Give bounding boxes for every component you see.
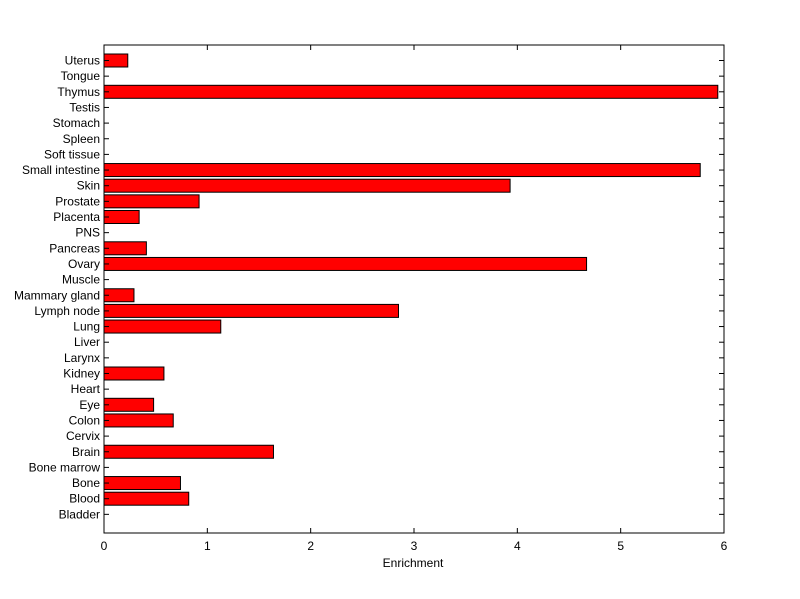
y-tick-label: Muscle: [62, 273, 100, 287]
x-tick-label: 6: [721, 539, 728, 553]
x-tick-label: 2: [307, 539, 314, 553]
x-axis-label: Enrichment: [383, 556, 444, 570]
y-tick-label: PNS: [75, 226, 100, 240]
bar-blood: [103, 491, 190, 506]
y-tick-label: Pancreas: [49, 241, 100, 255]
bar-colon: [103, 413, 174, 428]
y-tick-label: Prostate: [55, 194, 100, 208]
y-tick-label: Lymph node: [34, 304, 100, 318]
y-tick-label: Tongue: [61, 69, 101, 83]
x-tick-label: 0: [101, 539, 108, 553]
bar-placenta: [103, 210, 140, 224]
y-tick-label: Eye: [79, 398, 100, 412]
y-tick-label: Bone: [72, 476, 100, 490]
x-axis: 0 1 2 3 4 5 6: [101, 45, 728, 553]
bar-brain: [103, 444, 274, 459]
bar-kidney: [103, 366, 165, 381]
y-tick-label: Larynx: [64, 351, 100, 365]
bar-eye: [103, 397, 155, 412]
x-tick-label: 1: [204, 539, 211, 553]
bar-pancreas: [103, 241, 147, 256]
bar-thymus: [103, 84, 719, 99]
y-tick-label: Cervix: [66, 429, 100, 443]
y-tick-label: Brain: [72, 445, 100, 459]
y-tick-label: Ovary: [68, 257, 100, 271]
y-tick-label: Colon: [69, 413, 100, 427]
y-tick-label: Soft tissue: [44, 147, 100, 161]
plot-area: [104, 45, 724, 533]
y-tick-label: Placenta: [53, 210, 100, 224]
y-tick-label: Bladder: [59, 507, 100, 521]
bar-prostate: [103, 194, 200, 209]
y-tick-label: Spleen: [63, 132, 100, 146]
y-tick-label: Lung: [73, 320, 100, 334]
y-tick-label: Testis: [69, 100, 100, 114]
y-tick-label: Liver: [74, 335, 100, 349]
y-tick-label: Blood: [69, 492, 100, 506]
x-tick-label: 4: [514, 539, 521, 553]
y-tick-label: Small intestine: [22, 163, 100, 177]
bar-lung: [103, 319, 222, 334]
y-tick-label: Kidney: [63, 367, 100, 381]
y-tick-label: Stomach: [53, 116, 100, 130]
y-tick-label: Uterus: [65, 54, 100, 68]
y-tick-label: Bone marrow: [29, 460, 101, 474]
x-tick-label: 5: [617, 539, 624, 553]
bar-skin: [103, 178, 511, 193]
bar-small-intestine: [103, 163, 701, 178]
y-tick-label: Skin: [77, 179, 100, 193]
bar-ovary: [103, 256, 588, 271]
y-tick-label: Mammary gland: [14, 288, 100, 302]
y-tick-label: Heart: [71, 382, 101, 396]
y-tick-label: Thymus: [57, 85, 100, 99]
x-tick-label: 3: [411, 539, 418, 553]
bar-bone: [103, 476, 181, 491]
bar-lymph-node: [103, 303, 399, 318]
